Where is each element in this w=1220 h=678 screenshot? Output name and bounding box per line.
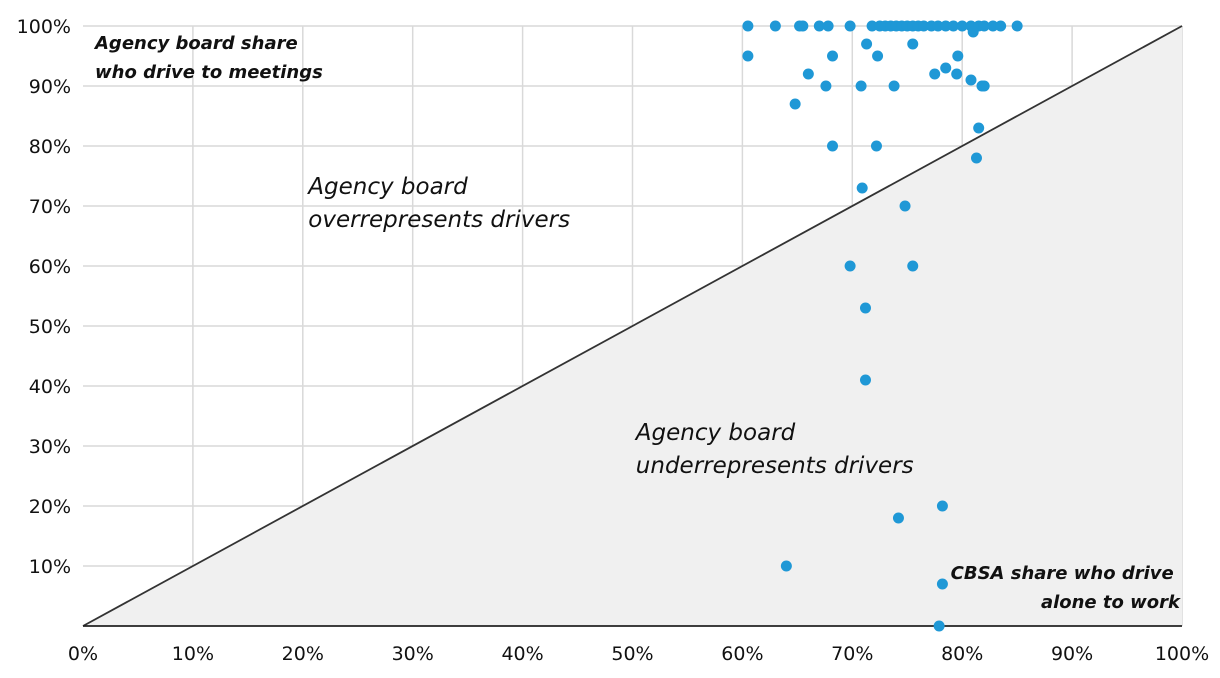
data-point bbox=[769, 20, 781, 32]
x-tick-label: 40% bbox=[501, 643, 543, 665]
data-point bbox=[856, 182, 868, 194]
data-point bbox=[956, 20, 968, 32]
data-point bbox=[870, 140, 882, 152]
data-point bbox=[918, 20, 930, 32]
x-tick-label: 0% bbox=[68, 643, 98, 665]
data-point bbox=[936, 578, 948, 590]
data-point bbox=[978, 20, 990, 32]
x-tick-label: 70% bbox=[831, 643, 873, 665]
y-tick-label: 40% bbox=[29, 376, 71, 398]
data-point bbox=[827, 140, 839, 152]
data-point bbox=[973, 122, 985, 134]
data-point bbox=[820, 80, 832, 92]
y-tick-label: 100% bbox=[17, 16, 71, 38]
y-tick-label: 10% bbox=[29, 556, 71, 578]
data-point bbox=[859, 302, 871, 314]
y-axis-title: Agency board share who drive to meetings bbox=[93, 33, 323, 83]
y-tick-label: 90% bbox=[29, 76, 71, 98]
underrepresents-annotation: Agency board underrepresents drivers bbox=[634, 420, 914, 479]
data-point bbox=[970, 152, 982, 164]
y-tick-labels: 10% 20% 30% 40% 50% 60% 70% 80% 90% 100% bbox=[17, 16, 71, 578]
data-point bbox=[892, 512, 904, 524]
data-point bbox=[866, 20, 878, 32]
data-point bbox=[929, 68, 941, 80]
data-point bbox=[967, 26, 979, 38]
data-point bbox=[813, 20, 825, 32]
data-point bbox=[936, 500, 948, 512]
data-point bbox=[933, 620, 945, 632]
x-tick-label: 50% bbox=[611, 643, 653, 665]
data-point bbox=[951, 68, 963, 80]
data-points bbox=[742, 20, 1023, 632]
y-axis-title-line-2: who drive to meetings bbox=[95, 62, 323, 83]
data-point bbox=[965, 74, 977, 86]
y-tick-label: 30% bbox=[29, 436, 71, 458]
data-point bbox=[844, 260, 856, 272]
data-point bbox=[940, 20, 952, 32]
data-point bbox=[978, 80, 990, 92]
data-point bbox=[932, 20, 944, 32]
underrepresents-annotation-line-1: Agency board bbox=[634, 420, 796, 446]
data-point bbox=[872, 50, 884, 62]
y-axis-title-line-1: Agency board share bbox=[93, 33, 298, 54]
underrepresents-annotation-line-2: underrepresents drivers bbox=[636, 453, 914, 479]
x-axis-title: CBSA share who drive alone to work bbox=[951, 563, 1181, 613]
x-tick-labels: 0% 10% 20% 30% 40% 50% 60% 70% 80% 90% 100% bbox=[68, 643, 1209, 665]
data-point bbox=[780, 560, 792, 572]
data-point bbox=[827, 50, 839, 62]
x-tick-label: 30% bbox=[392, 643, 434, 665]
y-tick-label: 50% bbox=[29, 316, 71, 338]
data-point bbox=[861, 38, 873, 50]
data-point bbox=[987, 20, 999, 32]
data-point bbox=[888, 80, 900, 92]
overrepresents-annotation-line-1: Agency board bbox=[306, 174, 468, 200]
y-tick-label: 80% bbox=[29, 136, 71, 158]
data-point bbox=[995, 20, 1007, 32]
data-point bbox=[844, 20, 856, 32]
y-tick-label: 70% bbox=[29, 196, 71, 218]
x-tick-label: 20% bbox=[282, 643, 324, 665]
overrepresents-annotation-line-2: overrepresents drivers bbox=[308, 207, 570, 233]
data-point bbox=[1011, 20, 1023, 32]
x-axis-title-line-2: alone to work bbox=[1041, 592, 1181, 613]
data-point bbox=[859, 374, 871, 386]
data-point bbox=[789, 98, 801, 110]
y-tick-label: 20% bbox=[29, 496, 71, 518]
x-tick-label: 100% bbox=[1155, 643, 1209, 665]
data-point bbox=[907, 260, 919, 272]
data-point bbox=[797, 20, 809, 32]
data-point bbox=[855, 80, 867, 92]
equality-reference-line bbox=[82, 25, 1183, 627]
x-tick-label: 60% bbox=[721, 643, 763, 665]
x-tick-label: 90% bbox=[1051, 643, 1093, 665]
data-point bbox=[742, 20, 754, 32]
x-axis-title-line-1: CBSA share who drive bbox=[951, 563, 1174, 584]
y-tick-label: 60% bbox=[29, 256, 71, 278]
x-tick-label: 80% bbox=[941, 643, 983, 665]
data-point bbox=[947, 20, 959, 32]
data-point bbox=[952, 50, 964, 62]
data-point bbox=[899, 200, 911, 212]
data-point bbox=[742, 50, 754, 62]
overrepresents-annotation: Agency board overrepresents drivers bbox=[306, 174, 570, 233]
data-point bbox=[907, 38, 919, 50]
x-tick-label: 10% bbox=[172, 643, 214, 665]
data-point bbox=[822, 20, 834, 32]
data-point bbox=[802, 68, 814, 80]
data-point bbox=[940, 62, 952, 74]
